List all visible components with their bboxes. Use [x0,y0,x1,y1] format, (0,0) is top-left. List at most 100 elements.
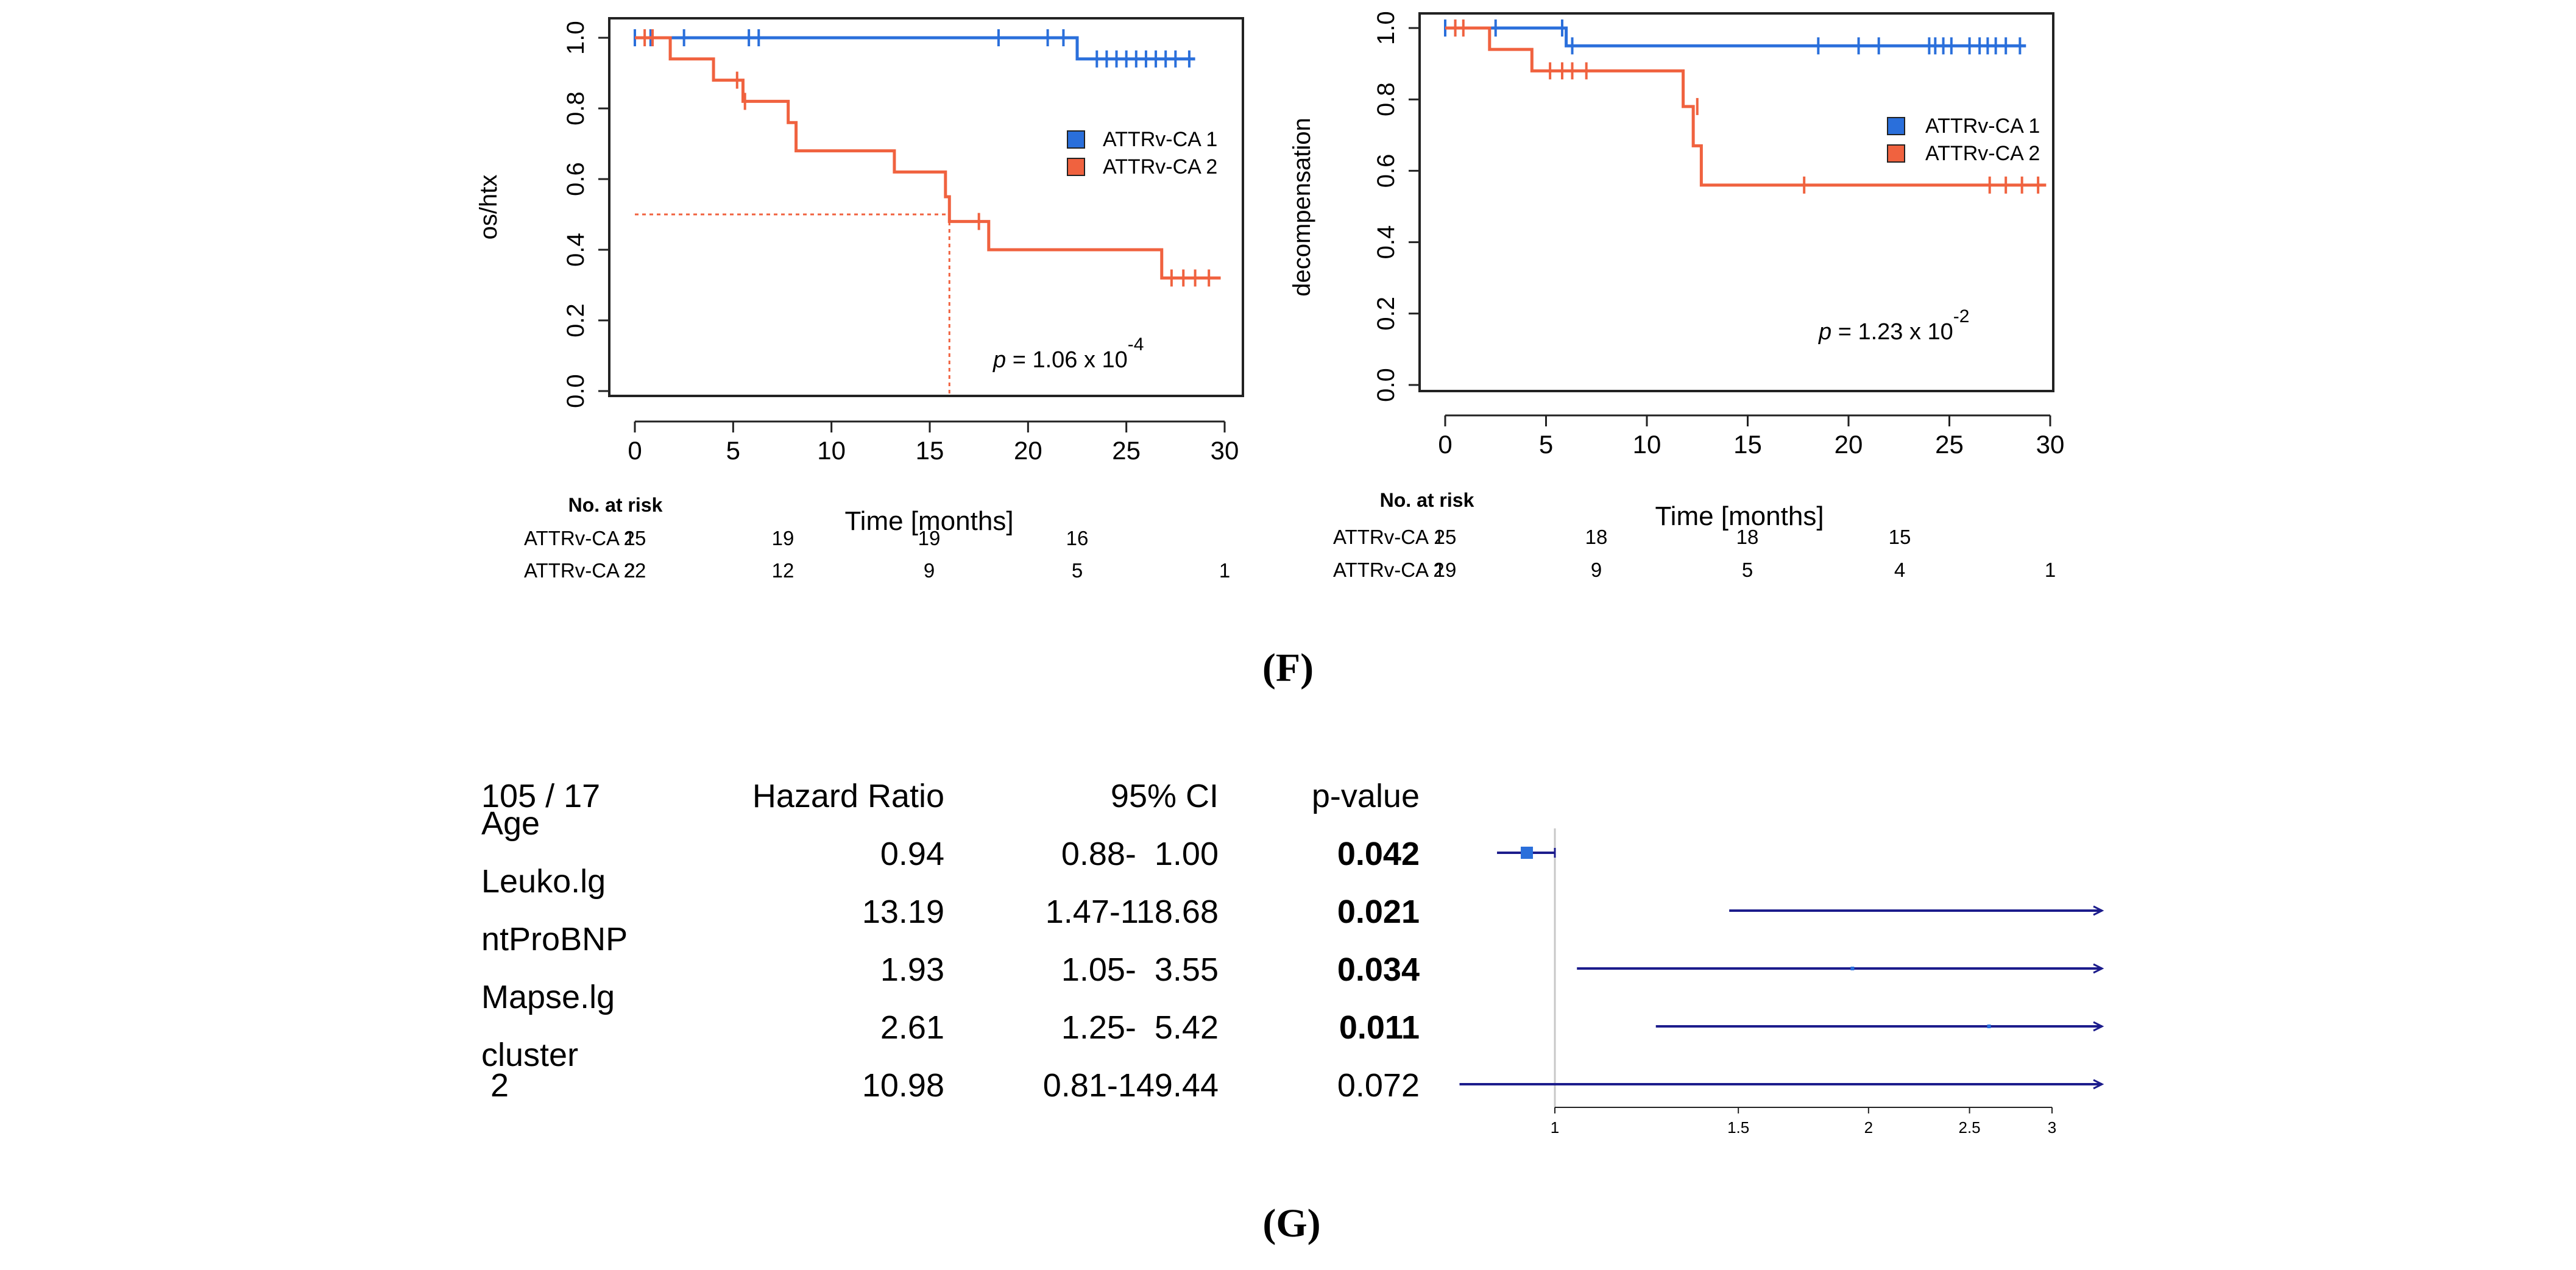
y-axis-label: decompensation [1289,118,1315,297]
legend-label-attrv-ca-1: ATTRv-CA 1 [1103,128,1217,151]
row-p-value: 0.042 [1337,836,1420,872]
y-tick-label: 1.0 [1373,11,1399,45]
x-tick-label: 25 [1112,436,1141,465]
row-name: cluster [481,1037,578,1073]
legend-label-attrv-ca-1: ATTRv-CA 1 [1925,115,2040,138]
p-value: p = 1.23 x 10-2 [1818,306,1969,345]
km-curve-2 [635,36,1221,280]
forest-plot: 1 1.5 2 2.5 3 [1459,828,2104,1137]
x-tick-label: 5 [726,436,740,465]
ci-arrow [2093,1021,2104,1032]
forest-x-tick-label: 1 [1551,1118,1559,1137]
y-tick-label: 0.2 [1373,297,1399,331]
km-curve-1 [1445,26,2026,48]
header-hazard-ratio: Hazard Ratio [752,778,944,814]
forest-x-tick-label: 3 [2048,1118,2056,1137]
row-ci: 1.05- 3.55 [1061,951,1219,988]
risk-value: 19 [918,527,941,549]
risk-value: 25 [624,527,646,549]
header-ci: 95% CI [1111,778,1219,814]
p-value-exponent: -4 [1128,334,1144,355]
survival-curves [1444,19,2047,194]
x-axis-label: Time [months] [1655,501,1824,531]
panel-label-g: (G) [1262,1201,1320,1246]
header-count: 105 / 17 [481,778,600,814]
risk-row-label-2: ATTRv-CA 2 [524,559,635,582]
row-name: Age [481,805,540,842]
row-ci: 1.25- 5.42 [1061,1009,1219,1046]
row-ci: 0.88- 1.00 [1061,836,1219,872]
header-p-value: p-value [1312,778,1420,814]
risk-row-label-2: ATTRv-CA 2 [1333,559,1445,581]
risk-value: 12 [772,559,794,582]
risk-value: 9 [1591,559,1602,581]
survival-curves [634,29,1221,287]
risk-row-label-1: ATTRv-CA 1 [524,527,635,549]
x-tick-label: 20 [1014,436,1042,465]
ci-arrow [2093,963,2104,974]
x-tick-label: 0 [1438,430,1452,459]
row-name: Mapse.lg [481,979,615,1015]
km-plot-os-htx: 0 5 10 15 20 25 300.00.20.40.60.81.0 os/htx Ti… [475,17,1244,582]
row-p-value: 0.021 [1337,894,1420,930]
row-hr: 13.19 [862,894,944,930]
risk-value: 1 [2045,559,2056,581]
risk-value: 4 [1894,559,1905,581]
risk-value: 19 [772,527,794,549]
risk-value: 1 [1219,559,1230,582]
legend-label-attrv-ca-2: ATTRv-CA 2 [1103,155,1217,178]
y-tick-label: 0.0 [1373,368,1399,402]
x-tick-label: 0 [628,436,642,465]
x-tick-label: 20 [1835,430,1863,459]
y-tick-label: 0.8 [562,91,589,125]
ci-arrow [2093,905,2104,916]
x-tick-label: 25 [1935,430,1964,459]
y-tick-label: 1.0 [562,21,589,55]
legend-swatch-attrv-ca-2 [1067,158,1085,176]
p-value-exponent: -2 [1953,306,1970,326]
panel-label-f: (F) [1262,646,1314,690]
forest-x-tick-label: 2.5 [1959,1118,1981,1137]
x-tick-label: 10 [817,436,846,465]
km-plot-decompensation: 0 5 10 15 20 25 300.00.20.40.60.81.0 decompens… [1289,11,2064,581]
y-tick-label: 0.8 [1373,82,1399,116]
row-p-value: 0.072 [1337,1067,1420,1104]
row-p-value: 0.034 [1337,951,1420,988]
x-tick-label: 10 [1633,430,1661,459]
risk-table-title: No. at risk [568,494,663,516]
risk-value: 18 [1585,526,1608,548]
axes: 0 5 10 15 20 25 30 0.0 0.2 0.4 0.6 0.8 1.0 [1373,11,2064,459]
km-curve-1 [635,36,1195,61]
risk-value: 9 [924,559,935,582]
hr-point-3 [1850,967,1855,970]
row-hr: 10.98 [862,1067,944,1104]
risk-row-label-1: ATTRv-CA 1 [1333,526,1445,548]
row-level: 2 [490,1067,509,1104]
y-tick-label: 0.2 [562,303,589,337]
risk-value: 16 [1066,527,1089,549]
risk-value: 5 [1072,559,1083,582]
plot-frame [1418,12,2054,392]
row-hr: 2.61 [880,1009,944,1046]
p-value-prefix: p [993,347,1006,373]
y-tick-label: 0.4 [1373,225,1399,259]
risk-value: 22 [624,559,646,582]
km-curve-2 [1445,26,2047,187]
p-value-text: = 1.06 x 10 [1006,347,1128,373]
row-name: Leuko.lg [481,863,606,900]
legend-label-attrv-ca-2: ATTRv-CA 2 [1925,142,2040,165]
risk-value: 5 [1742,559,1753,581]
y-tick-label: 0.6 [562,162,589,196]
risk-table-title: No. at risk [1380,489,1474,511]
risk-value: 19 [1434,559,1457,581]
forest-x-tick-label: 1.5 [1727,1118,1749,1137]
forest-table: 105 / 17 Hazard Ratio 95% CI p-value Age… [481,778,1420,1104]
ci-arrow [2093,1079,2104,1090]
p-value: p = 1.06 x 10-4 [993,334,1144,373]
row-hr: 0.94 [880,836,944,872]
x-tick-label: 5 [1539,430,1553,459]
forest-x-tick-label: 2 [1864,1118,1873,1137]
legend-swatch-attrv-ca-1 [1887,117,1905,135]
legend-swatch-attrv-ca-2 [1887,144,1905,163]
